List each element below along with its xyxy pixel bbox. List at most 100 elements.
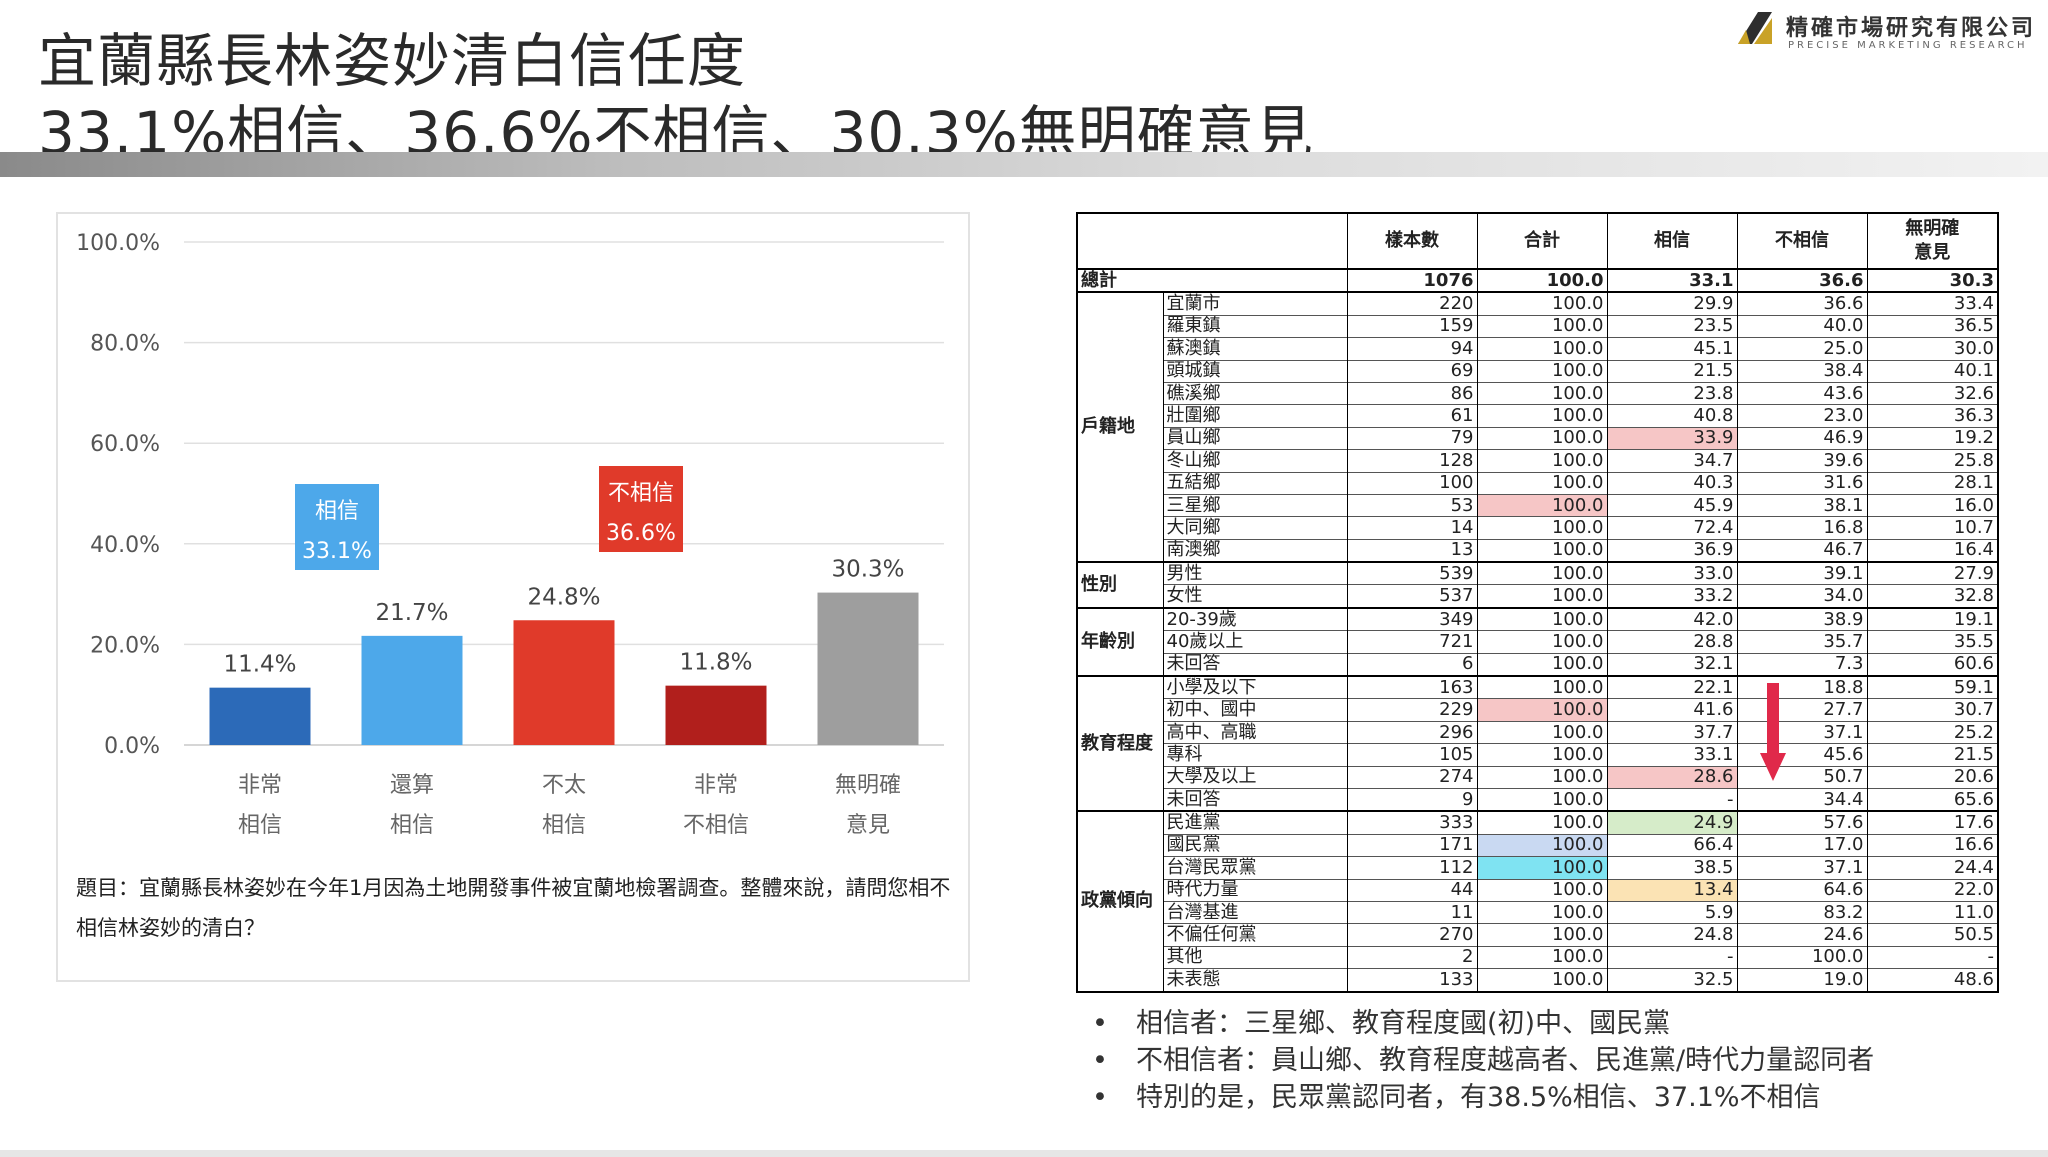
table-row: 大學及以上 274 100.0 28.6 50.7 20.6 [1077,765,1999,789]
table-row: 員山鄉 79 100.0 33.9 46.9 19.2 [1077,426,1999,450]
table-row: 羅東鎮 159 100.0 23.5 40.0 36.5 [1077,314,1999,338]
table-row: 台灣基進 11 100.0 5.9 83.2 11.0 [1077,900,1999,924]
table-cell: 100 [1346,471,1478,495]
row-label: 初中、國中 [1162,698,1348,722]
row-label: 不偏任何黨 [1162,923,1348,947]
table-cell: 721 [1346,630,1478,654]
y-tick-label: 80.0% [90,332,160,357]
table-cell: 33.9 [1606,426,1738,450]
row-label: 台灣民眾黨 [1162,856,1348,880]
table-cell: 36.3 [1866,404,1999,428]
table-cell: 100.0 [1476,314,1608,338]
x-tick-label: 意見 [846,813,890,838]
table-row: 大同鄉 14 100.0 72.4 16.8 10.7 [1077,516,1999,540]
table-cell: 36.6 [1736,268,1868,294]
table-cell: 72.4 [1606,516,1738,540]
table-cell: 100.0 [1476,923,1608,947]
table-header-row: 樣本數 合計 相信 不相信 無明確 意見 [1076,212,1999,270]
table-cell: 79 [1346,426,1478,450]
table-cell: 40.3 [1606,471,1738,495]
callout-label: 不相信 [608,481,674,506]
table-cell: 100.0 [1476,833,1608,857]
finding-text: 特別的是，民眾黨認同者，有38.5%相信、37.1%不相信 [1136,1082,1821,1113]
table-cell: 30.3 [1866,268,1999,294]
table-cell: 34.7 [1606,449,1738,473]
table-row: 女性 537 100.0 33.2 34.0 32.8 [1077,584,1999,609]
table-cell: 45.6 [1736,743,1868,767]
table-row: 時代力量 44 100.0 13.4 64.6 22.0 [1077,878,1999,902]
table-cell: 537 [1346,584,1478,609]
table-cell: 105 [1346,743,1478,767]
row-label: 台灣基進 [1162,900,1348,924]
table-cell: 40.1 [1866,359,1999,383]
table-cell: 23.8 [1606,381,1738,405]
table-cell: 27.7 [1736,698,1868,722]
finding-text: 相信者：三星鄉、教育程度國(初)中、國民黨 [1136,1008,1671,1039]
callout-value: 36.6% [606,521,676,546]
table-cell: 2 [1346,945,1478,969]
table-cell: 50.5 [1866,923,1999,947]
bullet-icon: • [1092,1008,1108,1039]
x-tick-label: 不相信 [683,813,749,838]
table-cell: 100.0 [1476,720,1608,744]
table-row: 壯圍鄉 61 100.0 40.8 23.0 36.3 [1077,404,1999,428]
bullet-icon: • [1092,1045,1108,1076]
row-label: 冬山鄉 [1162,449,1348,473]
table-cell: 48.6 [1866,968,1999,993]
table-cell: 17.0 [1736,833,1868,857]
row-label: 羅東鎮 [1162,314,1348,338]
table-cell: 24.6 [1736,923,1868,947]
data-label: 30.3% [831,557,904,583]
table-row: 戶籍地 宜蘭市 220 100.0 29.9 36.6 33.4 [1076,291,1999,564]
table-cell: 7.3 [1736,652,1868,678]
table-cell: 19.0 [1736,968,1868,993]
table-cell: 45.9 [1606,493,1738,517]
table-cell: 25.0 [1736,337,1868,361]
table-cell: 100.0 [1476,810,1608,835]
table-cell: 33.0 [1606,561,1738,585]
table-row: 礁溪鄉 86 100.0 23.8 43.6 32.6 [1077,381,1999,405]
page-title: 宜蘭縣長林姿妙清白信任度 [38,27,747,95]
findings-list: • 相信者：三星鄉、教育程度國(初)中、國民黨 • 不相信者：員山鄉、教育程度越高者… [1092,1005,1874,1116]
header-cell: 樣本數 [1346,212,1478,270]
table-cell: 100.0 [1476,268,1608,294]
table-cell: 40.0 [1736,314,1868,338]
row-label: 大學及以上 [1162,765,1348,789]
table-cell: 40.8 [1606,404,1738,428]
table-cell: 25.2 [1866,720,1999,744]
down-arrow-icon [1760,683,1786,781]
row-label: 未回答 [1162,787,1348,813]
table-cell: 36.6 [1736,291,1868,316]
table-cell: 83.2 [1736,900,1868,924]
row-label: 礁溪鄉 [1162,381,1348,405]
table-cell: 100.0 [1476,337,1608,361]
table-cell: 32.6 [1866,381,1999,405]
table-cell: 100.0 [1476,607,1608,631]
table-cell: 100.0 [1476,493,1608,517]
table-cell: 30.7 [1866,698,1999,722]
x-tick-label: 非常 [238,773,282,798]
table-row: 專科 105 100.0 33.1 45.6 21.5 [1077,743,1999,767]
table-row: 未回答 6 100.0 32.1 7.3 60.6 [1077,652,1999,678]
logo-name-zh: 精確市場研究有限公司 [1786,16,2037,41]
table-cell: 159 [1346,314,1478,338]
bar [361,635,463,745]
x-tick-label: 不太 [542,773,586,798]
table-cell: 65.6 [1866,787,1999,813]
table-cell: 349 [1346,607,1478,631]
table-cell: 25.8 [1866,449,1999,473]
table-row: 未表態 133 100.0 32.5 19.0 48.6 [1077,968,1999,993]
table-row: 初中、國中 229 100.0 41.6 27.7 30.7 [1077,698,1999,722]
table-row: 未回答 9 100.0-34.4 65.6 [1077,787,1999,813]
table-cell: 32.1 [1606,652,1738,678]
crosstab-table: 樣本數 合計 相信 不相信 無明確 意見 總計 1076 100.0 33.1 36.6 30.3 戶籍… [1076,212,1999,993]
x-tick-label: 非常 [694,773,738,798]
table-cell: 296 [1346,720,1478,744]
table-cell: 220 [1346,291,1478,316]
table-row: 蘇澳鎮 94 100.0 45.1 25.0 30.0 [1077,337,1999,361]
table-cell: 100.0 [1476,675,1608,699]
table-row: 頭城鎮 69 100.0 21.5 38.4 40.1 [1077,359,1999,383]
table-cell: 100.0 [1476,856,1608,880]
header-band [0,152,2048,177]
logo-name-en: PRECISE MARKETING RESEARCH [1788,40,2028,51]
